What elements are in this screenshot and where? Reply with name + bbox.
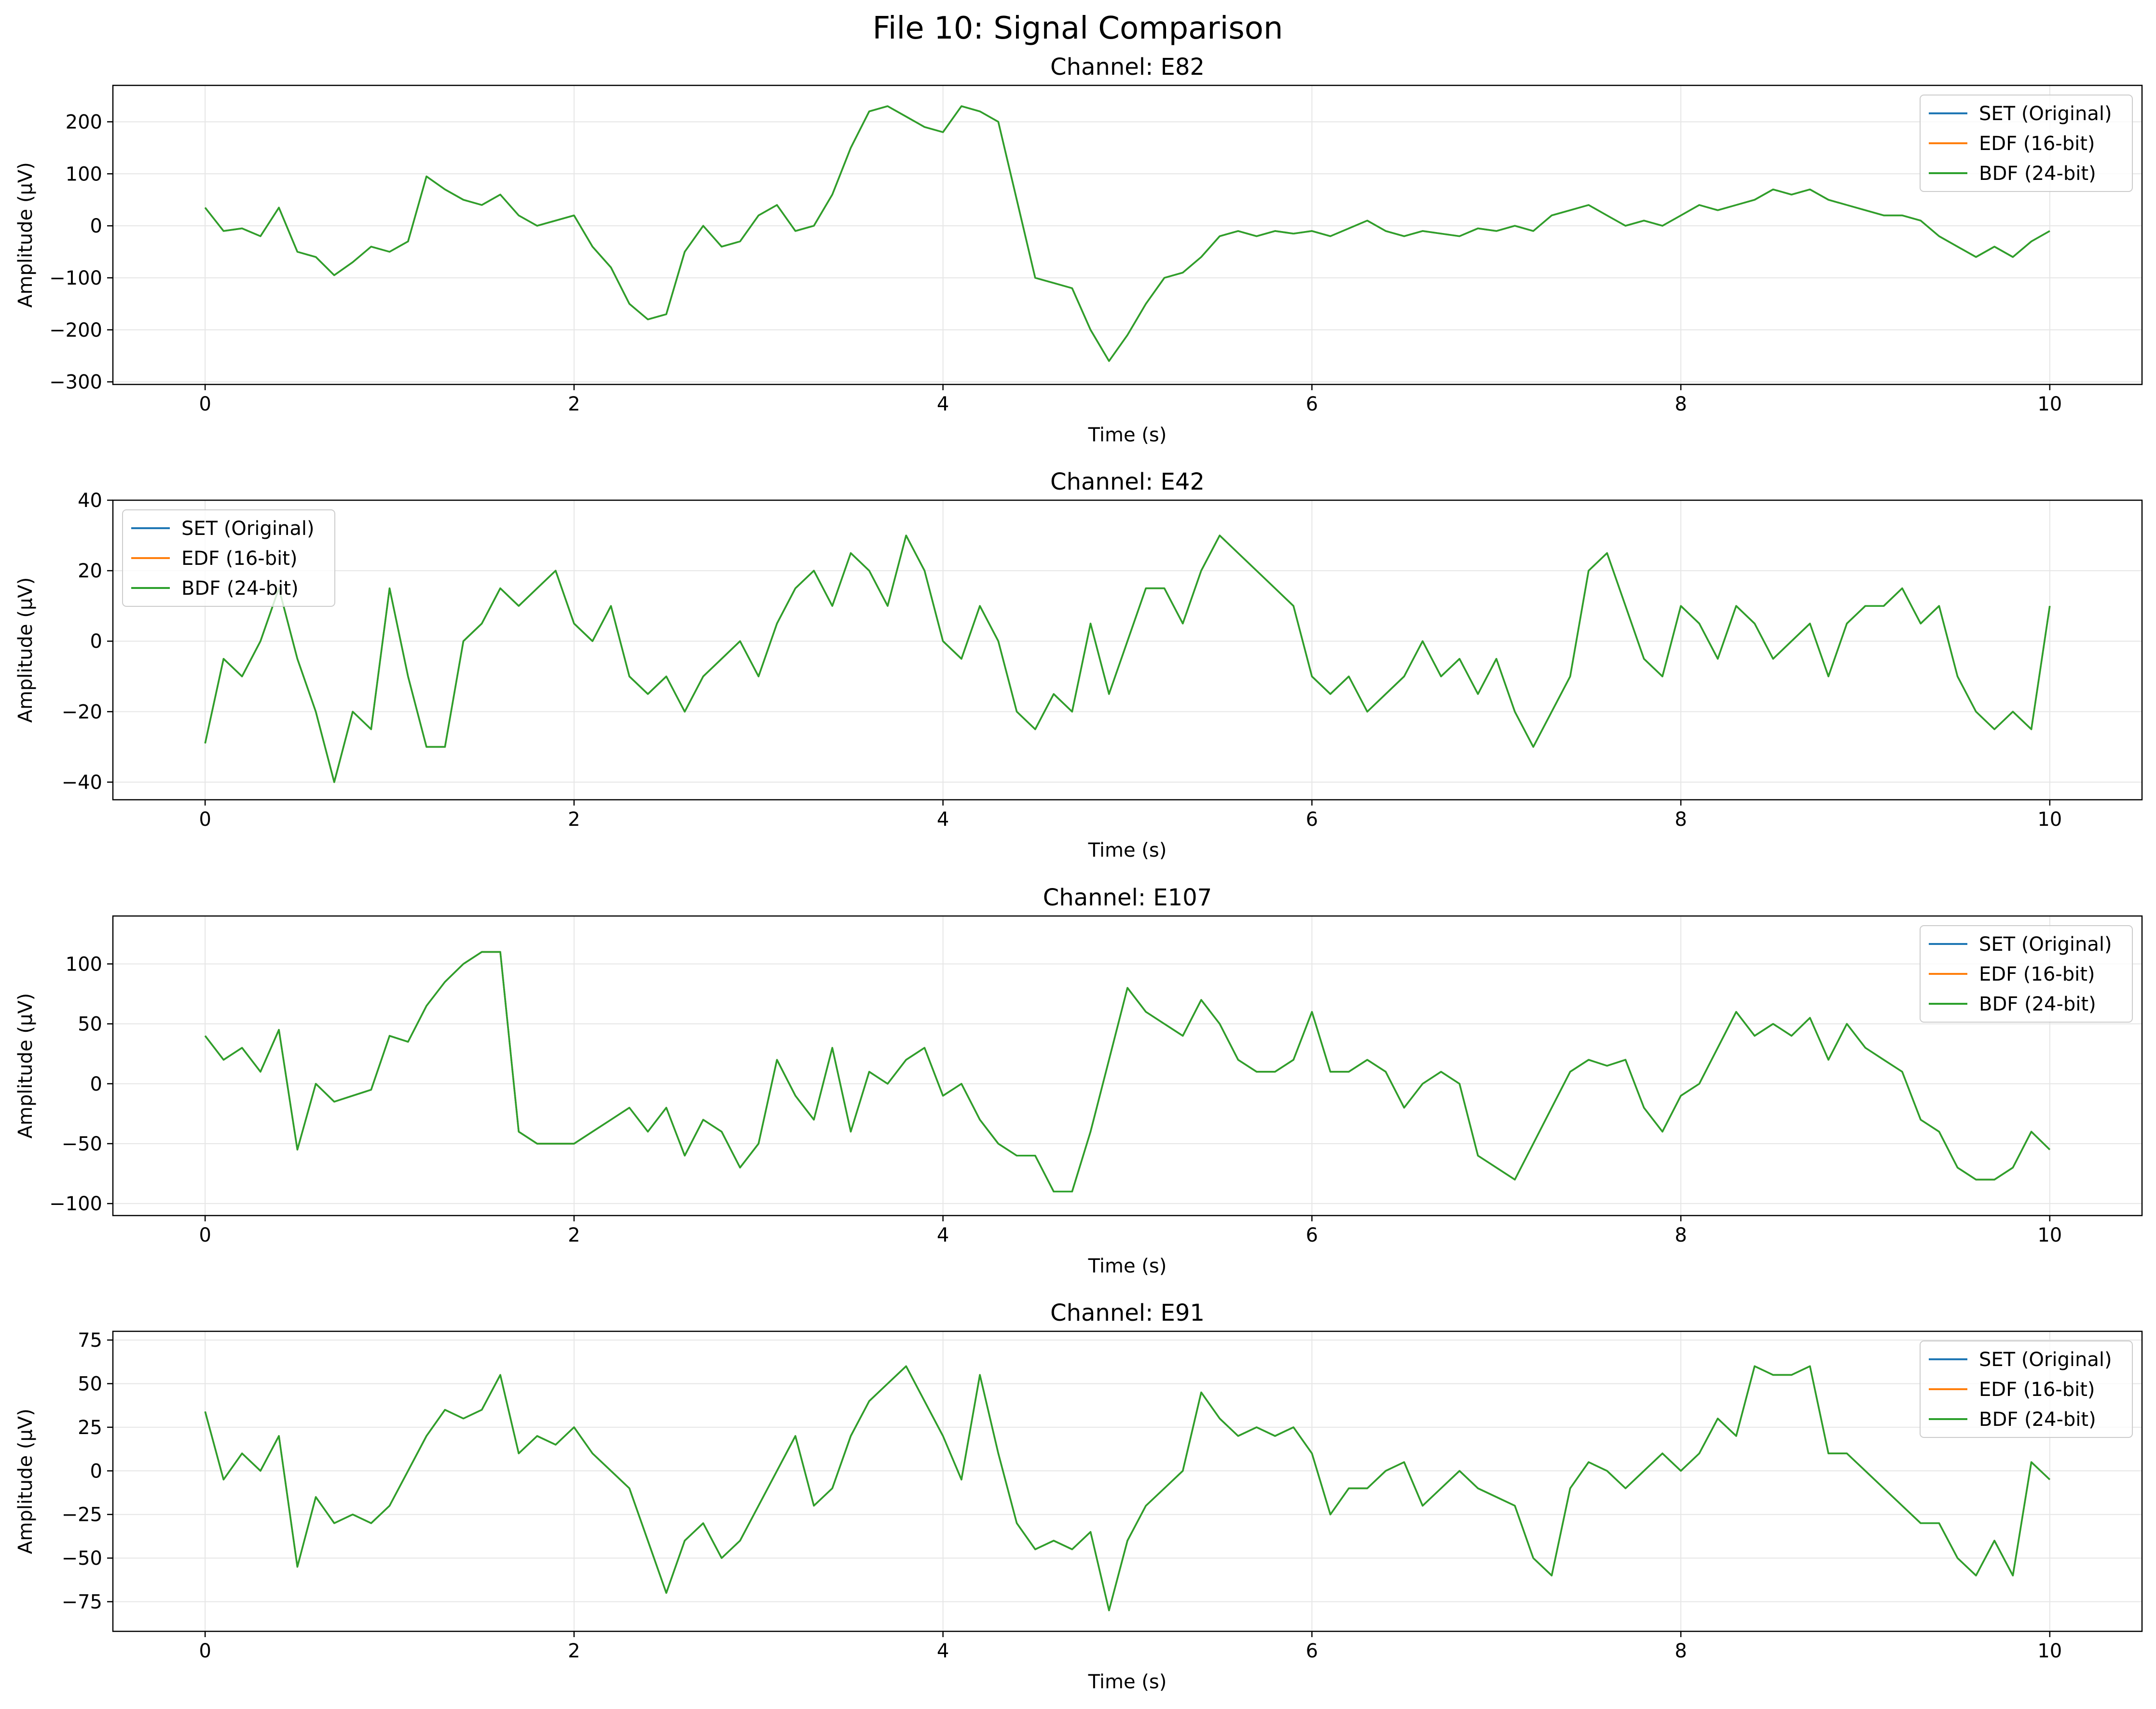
y-tick-label: 25 — [78, 1417, 102, 1439]
series-line-bdf — [204, 105, 2050, 362]
y-tick-label: 20 — [78, 560, 102, 582]
y-tick-label: −100 — [49, 267, 102, 289]
x-tick-label: 6 — [1306, 808, 1318, 831]
y-axis-label: Amplitude (µV) — [14, 577, 37, 723]
legend: SET (Original) EDF (16-bit) BDF (24-bit) — [1920, 1340, 2133, 1438]
legend-label: EDF (16-bit) — [1979, 133, 2095, 155]
series-line-bdf — [204, 534, 2051, 783]
x-tick-label: 8 — [1675, 393, 1687, 415]
axes-frame — [112, 1330, 2143, 1632]
x-tick-label: 4 — [937, 1224, 949, 1246]
y-axis-label: Amplitude (µV) — [14, 993, 37, 1139]
y-tick-label: 200 — [66, 111, 102, 133]
x-tick-label: 8 — [1675, 808, 1687, 831]
x-tick-label: 0 — [199, 808, 211, 831]
x-tick-label: 10 — [2037, 1224, 2062, 1246]
chart-panel-1: 0 2 4 6 8 10 −300 −200 −100 0 100 200 Channel: E82 Ti… — [14, 54, 2143, 446]
y-axis-label: Amplitude (µV) — [14, 1408, 37, 1554]
chart-title: Channel: E91 — [1050, 1299, 1205, 1326]
y-tick-label: 0 — [90, 215, 102, 237]
chart-title: Channel: E82 — [1050, 54, 1205, 81]
legend-label: BDF (24-bit) — [1979, 163, 2096, 185]
x-axis-label: Time (s) — [1088, 839, 1167, 861]
x-axis-label: Time (s) — [1088, 1255, 1167, 1277]
y-tick-label: −75 — [62, 1591, 102, 1613]
legend-box — [1920, 95, 2133, 192]
y-tick-label: −50 — [62, 1133, 102, 1155]
x-tick-label: 0 — [199, 393, 211, 415]
chart-panel-4: 0 2 4 6 8 10 −75 −50 −25 0 25 50 75 Channel: E91 Time … — [14, 1299, 2143, 1693]
y-axis-label: Amplitude (µV) — [14, 162, 37, 308]
x-tick-label: 2 — [568, 1224, 580, 1246]
x-tick-label: 2 — [568, 808, 580, 831]
y-tick-label: 100 — [66, 953, 102, 975]
chart-title: Channel: E42 — [1050, 468, 1205, 495]
x-tick-label: 0 — [199, 1224, 211, 1246]
x-tick-label: 10 — [2037, 393, 2062, 415]
legend: SET (Original) EDF (16-bit) BDF (24-bit) — [1920, 925, 2133, 1023]
axes-frame — [112, 915, 2143, 1217]
legend-label: BDF (24-bit) — [1979, 993, 2096, 1015]
x-tick-label: 6 — [1306, 393, 1318, 415]
y-tick-label: 50 — [78, 1013, 102, 1036]
y-tick-label: −40 — [62, 771, 102, 793]
x-tick-label: 4 — [937, 393, 949, 415]
y-tick-label: −100 — [49, 1193, 102, 1215]
legend-box — [1920, 1340, 2133, 1438]
y-tick-label: −50 — [62, 1547, 102, 1570]
axes-frame — [112, 499, 2143, 801]
y-tick-label: 100 — [66, 163, 102, 185]
x-tick-label: 2 — [568, 393, 580, 415]
y-tick-label: 40 — [78, 490, 102, 512]
y-tick-label: 0 — [90, 1460, 102, 1482]
y-tick-label: 0 — [90, 630, 102, 653]
x-axis-label: Time (s) — [1088, 1671, 1167, 1693]
x-tick-label: 8 — [1675, 1224, 1687, 1246]
legend-label: SET (Original) — [1979, 103, 2112, 125]
series-line-bdf — [204, 1365, 2051, 1612]
legend-box — [1920, 925, 2133, 1023]
legend-label: SET (Original) — [1979, 1349, 2112, 1371]
y-tick-label: −200 — [49, 319, 102, 342]
legend-box — [122, 509, 335, 607]
y-tick-label: 50 — [78, 1373, 102, 1395]
y-tick-label: 0 — [90, 1073, 102, 1095]
figure-suptitle: File 10: Signal Comparison — [873, 11, 1283, 46]
legend-label: EDF (16-bit) — [181, 547, 298, 570]
x-tick-label: 8 — [1675, 1640, 1687, 1662]
legend-label: EDF (16-bit) — [1979, 963, 2095, 985]
axes-frame — [112, 84, 2143, 385]
legend-label: BDF (24-bit) — [181, 577, 299, 600]
x-tick-label: 6 — [1306, 1640, 1318, 1662]
x-tick-label: 4 — [937, 808, 949, 831]
x-tick-label: 2 — [568, 1640, 580, 1662]
legend: SET (Original) EDF (16-bit) BDF (24-bit) — [1920, 95, 2133, 192]
x-tick-label: 6 — [1306, 1224, 1318, 1246]
x-axis-label: Time (s) — [1088, 424, 1167, 446]
chart-panel-3: 0 2 4 6 8 10 −100 −50 0 50 100 Channel: E107 Time (s… — [14, 884, 2143, 1277]
x-tick-label: 10 — [2037, 1640, 2062, 1662]
x-tick-label: 10 — [2037, 808, 2062, 831]
y-tick-label: −25 — [62, 1504, 102, 1526]
legend: SET (Original) EDF (16-bit) BDF (24-bit) — [122, 509, 335, 607]
chart-panel-2: 0 2 4 6 8 10 −40 −20 0 20 40 Channel: E42 Time (s) Am… — [14, 468, 2143, 861]
y-tick-label: −20 — [62, 701, 102, 723]
legend-label: SET (Original) — [181, 518, 315, 540]
x-tick-label: 4 — [937, 1640, 949, 1662]
x-tick-label: 0 — [199, 1640, 211, 1662]
legend-label: SET (Original) — [1979, 933, 2112, 956]
legend-label: EDF (16-bit) — [1979, 1379, 2095, 1401]
y-tick-label: 75 — [78, 1329, 102, 1352]
chart-title: Channel: E107 — [1043, 884, 1212, 911]
series-line-bdf — [204, 951, 2051, 1193]
legend-label: BDF (24-bit) — [1979, 1408, 2096, 1431]
y-tick-label: −300 — [49, 371, 102, 394]
